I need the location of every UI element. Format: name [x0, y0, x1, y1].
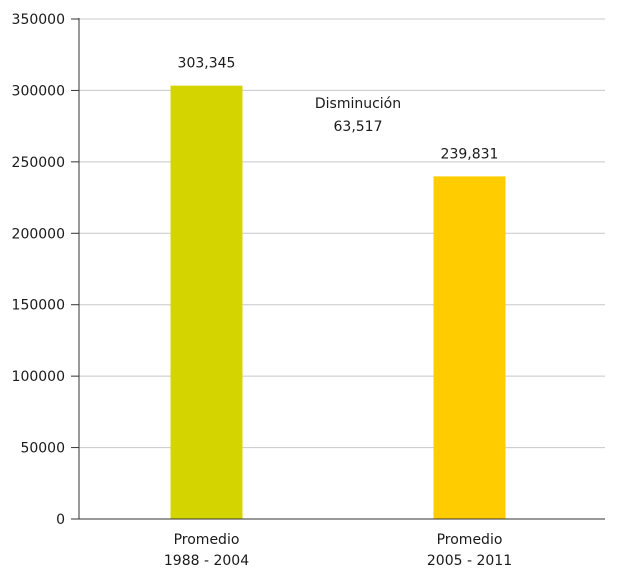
y-tick-label: 0 [56, 512, 65, 528]
data-label-2: 239,831 [441, 146, 499, 162]
y-tick-label: 250000 [12, 155, 65, 171]
y-tick-label: 50000 [20, 441, 65, 457]
y-tick-label: 150000 [12, 298, 65, 314]
bar-2 [433, 176, 506, 520]
y-tick-label: 350000 [12, 12, 65, 28]
gridlines [79, 18, 605, 449]
x-axis: Promedio 1988 - 2004 Promedio 2005 - 2011 [79, 518, 605, 568]
annotation-line-1: Disminución [315, 96, 401, 112]
x-tick-label-2-line-1: Promedio [437, 532, 503, 548]
y-tick-label: 100000 [12, 369, 65, 385]
bar-1 [170, 85, 243, 520]
y-tick-label: 200000 [12, 226, 65, 242]
annotation-line-2: 63,517 [334, 119, 383, 135]
x-tick-label-1-line-1: Promedio [174, 532, 240, 548]
y-tick-label: 300000 [12, 83, 65, 99]
y-axis: 0 50000 100000 150000 200000 250000 300000 3500… [12, 12, 80, 528]
x-tick-label-2-line-2: 2005 - 2011 [427, 553, 512, 568]
data-label-1: 303,345 [178, 56, 236, 72]
x-tick-label-1-line-2: 1988 - 2004 [164, 553, 249, 568]
bars: 303,345 239,831 [170, 56, 506, 520]
